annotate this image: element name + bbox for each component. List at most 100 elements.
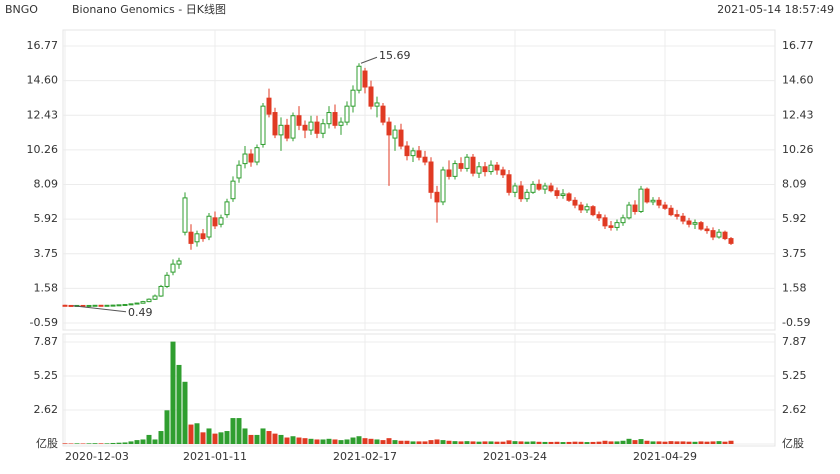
candle-body — [392, 129, 398, 139]
candle-body — [488, 164, 494, 173]
y-tick-label: 5.92 — [34, 212, 59, 225]
candle-body — [152, 295, 158, 300]
candle-body — [224, 201, 230, 216]
volume-bar — [86, 443, 92, 444]
candle-body — [374, 102, 380, 107]
volume-bar — [218, 432, 224, 444]
candle-body — [626, 204, 632, 219]
candle-body — [554, 190, 560, 197]
candle-body — [470, 156, 476, 174]
y2-tick-label: 2.62 — [34, 403, 59, 416]
x-tick-label: 2021-03-24 — [483, 450, 547, 463]
volume-bar — [290, 436, 296, 444]
y-tick-label-right: 1.58 — [782, 281, 807, 294]
min-pointer — [72, 305, 127, 313]
candle-body — [122, 303, 128, 306]
y-tick-label: 3.75 — [34, 247, 59, 260]
candle-body — [530, 183, 536, 193]
volume-bar — [428, 440, 434, 444]
volume-bar — [308, 438, 314, 444]
candle-body — [506, 174, 512, 193]
y-tick-label: -0.59 — [30, 316, 58, 329]
volume-bar — [494, 441, 500, 444]
candle-body — [494, 164, 500, 171]
candle-body — [632, 204, 638, 212]
volume-bar — [152, 439, 158, 444]
candle-body — [452, 163, 458, 177]
candle-body — [110, 304, 116, 307]
candle-body — [674, 214, 680, 217]
candle-body — [236, 164, 242, 179]
candle-body — [278, 124, 284, 136]
candle-body — [128, 303, 134, 306]
volume-bar — [446, 440, 452, 444]
volume-bar — [212, 433, 218, 444]
candle-body — [512, 185, 518, 193]
candle-body — [704, 228, 710, 232]
volume-bar — [722, 441, 728, 444]
candle-body — [62, 304, 68, 307]
candle-body — [176, 260, 182, 265]
candle-body — [536, 183, 542, 190]
volume-bar — [206, 428, 212, 444]
volume-bar — [500, 441, 506, 444]
volume-bar — [452, 441, 458, 444]
candle-body — [356, 65, 362, 91]
volume-bar — [692, 441, 698, 444]
candle-body — [308, 121, 314, 131]
volume-bar — [302, 438, 308, 444]
candle-body — [200, 233, 206, 240]
volume-bar — [404, 440, 410, 444]
volume-bar — [398, 440, 404, 444]
candle-body — [338, 121, 344, 126]
volume-bar — [260, 428, 266, 444]
volume-bar — [440, 440, 446, 444]
y-tick-label: 14.60 — [27, 74, 59, 87]
candle-body — [254, 147, 260, 163]
candle-body — [572, 199, 578, 206]
candle-body — [134, 302, 140, 305]
volume-bar — [278, 434, 284, 444]
y-tick-label-right: 12.43 — [782, 108, 814, 121]
candle-body — [368, 86, 374, 107]
volume-bar — [266, 431, 272, 444]
volume-bar — [710, 441, 716, 444]
volume-bar — [200, 432, 206, 444]
volume-bar — [482, 441, 488, 444]
candle-body — [680, 215, 686, 222]
y2-tick-label: 5.25 — [34, 369, 59, 382]
volume-bar — [644, 440, 650, 444]
max-label: 15.69 — [379, 49, 411, 62]
x-tick-label: 2020-12-03 — [65, 450, 129, 463]
y-tick-label-right: 14.60 — [782, 74, 814, 87]
volume-bar — [104, 443, 110, 444]
candle-body — [602, 217, 608, 227]
volume-bar — [182, 381, 188, 444]
volume-bar — [686, 441, 692, 444]
x-tick-label: 2021-02-17 — [333, 450, 397, 463]
volume-bar — [236, 418, 242, 444]
candle-body — [350, 89, 356, 107]
y-tick-label: 8.09 — [34, 178, 59, 191]
volume-bar — [326, 438, 332, 444]
candle-body — [212, 217, 218, 227]
candle-body — [422, 156, 428, 163]
y2-tick-label: 亿股 — [36, 437, 58, 450]
candle-body — [710, 230, 716, 238]
volume-bar — [572, 441, 578, 444]
chart-title: Bionano Genomics - 日K线图 — [72, 2, 226, 16]
y-tick-label-right: 3.75 — [782, 247, 807, 260]
volume-bar — [680, 441, 686, 444]
candle-body — [194, 233, 200, 243]
candle-body — [650, 199, 656, 203]
candle-body — [332, 112, 338, 126]
volume-bar — [560, 442, 566, 444]
volume-bar — [614, 441, 620, 444]
candle-body — [86, 304, 92, 307]
volume-bar — [284, 437, 290, 444]
candle-body — [692, 222, 698, 225]
candle-body — [566, 193, 572, 201]
candle-body — [302, 124, 308, 131]
volume-bar — [98, 443, 104, 444]
